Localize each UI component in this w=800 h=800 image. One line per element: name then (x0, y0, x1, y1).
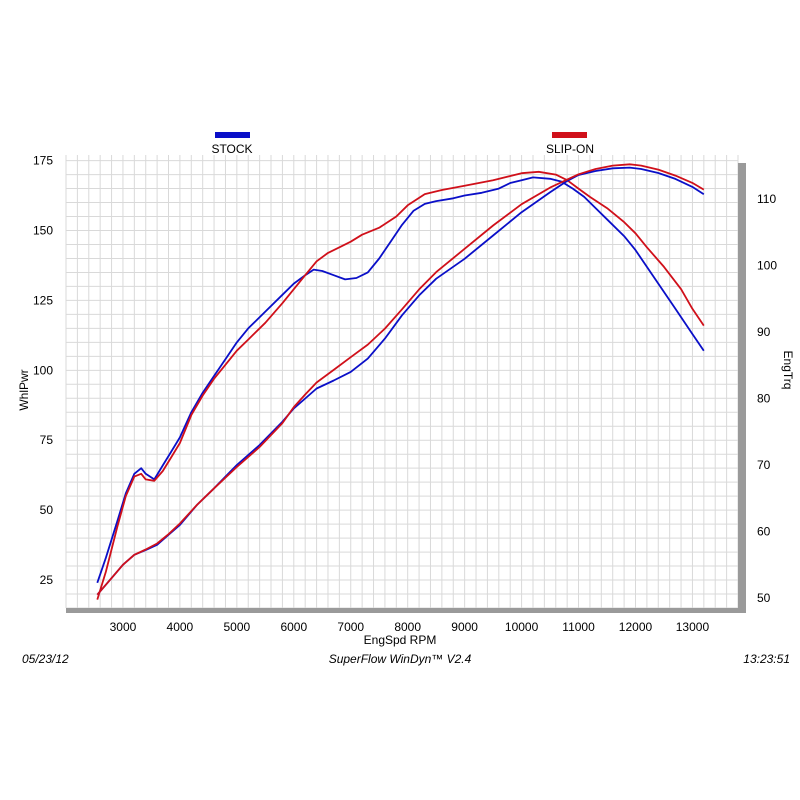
x-tick-label: 8000 (394, 620, 421, 634)
y-tick-label-right: 80 (757, 391, 771, 405)
y-tick-label-left: 125 (33, 293, 53, 307)
y-tick-label-right: 110 (757, 192, 776, 206)
legend-swatch-stock (215, 132, 250, 138)
legend-label-slip-on: SLIP-ON (546, 142, 594, 156)
legend: STOCK SLIP-ON (211, 132, 594, 156)
y-axis-label-left: WhlPwr (17, 369, 31, 410)
tick-labels: 3000 4000 5000 6000 7000 8000 9000 10000 11000 12… (33, 154, 777, 634)
series-stock-whlpwr (96, 176, 705, 584)
x-tick-label: 11000 (562, 620, 595, 634)
x-tick-label: 10000 (505, 620, 539, 634)
y-tick-label-left: 25 (40, 573, 54, 587)
legend-swatch-slip-on (552, 132, 587, 138)
y-tick-label-left: 100 (33, 363, 53, 377)
x-tick-label: 6000 (280, 620, 307, 634)
x-tick-label: 3000 (110, 620, 137, 634)
bottom-axis-bar (66, 608, 746, 613)
y-tick-label-right: 70 (757, 458, 771, 472)
series-slip-on-engtrq (96, 163, 705, 596)
y-tick-label-left: 150 (33, 224, 53, 238)
footer-time: 13:23:51 (743, 652, 790, 666)
footer-software: SuperFlow WinDyn™ V2.4 (328, 652, 472, 666)
series-layer (96, 163, 705, 600)
plot-area (66, 155, 738, 608)
y-tick-label-left: 75 (40, 433, 54, 447)
x-tick-label: 7000 (337, 620, 364, 634)
y-tick-label-left: 175 (33, 154, 53, 168)
x-tick-label: 5000 (223, 620, 250, 634)
footer-date: 05/23/12 (22, 652, 69, 666)
x-axis-label: EngSpd RPM (364, 633, 437, 647)
x-tick-label: 4000 (167, 620, 194, 634)
y-tick-label-right: 90 (757, 325, 771, 339)
y-tick-label-right: 50 (757, 591, 771, 605)
y-tick-label-right: 100 (757, 258, 777, 272)
right-axis-bar (738, 163, 746, 608)
axis-bars (66, 163, 746, 613)
x-tick-label: 12000 (619, 620, 653, 634)
y-tick-label-right: 60 (757, 525, 771, 539)
x-tick-label: 9000 (451, 620, 478, 634)
series-slip-on-whlpwr (96, 170, 705, 600)
y-axis-label-right: EngTrq (781, 351, 795, 390)
y-tick-label-left: 50 (40, 503, 54, 517)
legend-label-stock: STOCK (211, 142, 252, 156)
grid (65, 155, 739, 609)
x-tick-label: 13000 (676, 620, 710, 634)
